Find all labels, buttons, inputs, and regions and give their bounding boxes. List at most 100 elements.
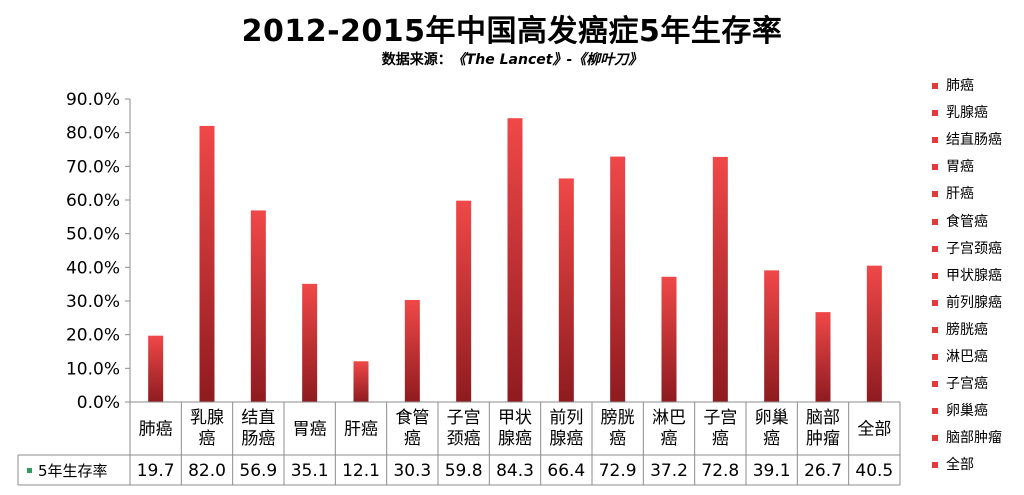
x-category-label: 癌 (763, 429, 780, 449)
x-category-label: 癌 (199, 429, 216, 449)
bar (712, 156, 728, 402)
legend-item: 结直肠癌 (928, 130, 1002, 150)
legend-item: 全部 (928, 455, 974, 475)
bar (558, 178, 574, 402)
x-category-label: 肿瘤 (806, 429, 840, 449)
legend-item: 膀胱癌 (928, 320, 988, 340)
x-category-label: 淋巴 (652, 408, 686, 428)
legend-swatch (932, 191, 938, 198)
y-tick-label: 10.0% (66, 359, 120, 379)
x-category-label: 癌 (712, 429, 729, 449)
legend-item: 肺癌 (928, 76, 974, 96)
x-category-label: 胃癌 (293, 420, 327, 440)
x-category-label: 癌 (661, 429, 678, 449)
x-category-label: 结直 (241, 408, 275, 428)
legend-item: 卵巢癌 (928, 401, 988, 421)
legend-item: 乳腺癌 (928, 103, 988, 123)
data-value-label: 56.9 (239, 461, 277, 481)
bar (815, 312, 831, 402)
x-category-label: 膀胱 (601, 408, 635, 428)
data-value-label: 19.7 (137, 461, 175, 481)
data-value-label: 84.3 (496, 461, 534, 481)
bar (302, 283, 318, 402)
legend-item: 肝癌 (928, 184, 974, 204)
legend-swatch (932, 462, 938, 469)
legend-swatch (932, 381, 938, 388)
legend-label: 淋巴癌 (946, 349, 988, 365)
legend-swatch (932, 299, 938, 306)
legend-swatch (932, 435, 938, 442)
legend-item: 淋巴癌 (928, 347, 988, 367)
subtitle-prefix: 数据来源： (381, 52, 452, 68)
x-category-label: 甲状 (498, 408, 532, 428)
legend-label: 脑部肿瘤 (946, 430, 1002, 447)
legend-item: 前列腺癌 (928, 293, 1002, 313)
data-value-label: 40.5 (855, 461, 893, 481)
bar (353, 361, 369, 402)
legend-swatch (932, 83, 938, 89)
subtitle-source: 《The Lancet》-《柳叶刀》 (451, 52, 643, 68)
legend-label: 子宫颈癌 (946, 240, 1002, 257)
data-value-label: 59.8 (445, 461, 483, 481)
x-category-label: 肝癌 (344, 420, 378, 440)
data-value-label: 12.1 (342, 461, 380, 481)
y-tick-label: 60.0% (66, 191, 120, 211)
bar (148, 335, 164, 402)
x-category-label: 卵巢 (755, 408, 789, 428)
y-tick-label: 30.0% (66, 292, 120, 312)
legend-item: 胃癌 (928, 157, 974, 177)
x-category-label: 脑部 (806, 408, 840, 428)
y-tick-label: 80.0% (66, 124, 120, 144)
data-value-label: 72.8 (701, 461, 739, 481)
legend-label: 胃癌 (946, 159, 974, 176)
legend-label: 前列腺癌 (946, 294, 1002, 311)
bar (199, 125, 215, 402)
x-category-label: 癌 (609, 429, 626, 449)
legend-swatch (932, 164, 938, 171)
x-category-label: 全部 (857, 420, 891, 440)
bar (507, 118, 523, 402)
y-tick-label: 20.0% (66, 326, 120, 346)
legend-swatch (932, 137, 938, 144)
x-category-label: 乳腺 (190, 408, 224, 428)
y-tick-label: 70.0% (66, 157, 120, 177)
legend-item: 子宫颈癌 (928, 239, 1002, 259)
legend-label: 乳腺癌 (946, 105, 988, 122)
bar (866, 265, 882, 402)
legend-item: 食管癌 (928, 212, 988, 232)
legend-swatch (932, 110, 938, 117)
bar (456, 200, 472, 402)
legend-item: 脑部肿瘤 (928, 428, 1002, 448)
legend-swatch (932, 408, 938, 415)
data-value-label: 72.9 (599, 461, 637, 481)
data-value-label: 39.1 (753, 461, 791, 481)
x-category-label: 子宫 (703, 408, 737, 428)
legend-label: 子宫癌 (946, 376, 988, 393)
legend-label: 全部 (946, 457, 974, 474)
legend-label: 卵巢癌 (946, 403, 988, 420)
bar (610, 156, 626, 402)
legend-label: 肺癌 (946, 78, 974, 94)
y-tick-label: 90.0% (66, 90, 120, 110)
x-category-label: 肠癌 (241, 429, 275, 449)
chart-title: 2012-2015年中国高发癌症5年生存率 (241, 14, 783, 49)
x-category-label: 食管 (395, 408, 429, 428)
x-category-label: 颈癌 (447, 429, 481, 449)
legend-item: 甲状腺癌 (928, 266, 1002, 286)
legend-label: 甲状腺癌 (946, 267, 1002, 284)
legend-item: 子宫癌 (928, 374, 988, 394)
bar (404, 299, 420, 402)
x-category-label: 腺癌 (549, 429, 583, 449)
legend-label: 结直肠癌 (946, 132, 1002, 149)
legend-swatch (932, 326, 938, 333)
x-category-label: 癌 (404, 429, 421, 449)
series-swatch (27, 468, 32, 473)
data-value-label: 30.3 (393, 461, 431, 481)
y-tick-label: 0.0% (77, 393, 120, 413)
legend-swatch (932, 245, 938, 252)
bar (764, 270, 780, 402)
x-category-label: 肺癌 (139, 420, 173, 440)
legend-label: 食管癌 (946, 213, 988, 230)
data-value-label: 35.1 (291, 461, 329, 481)
